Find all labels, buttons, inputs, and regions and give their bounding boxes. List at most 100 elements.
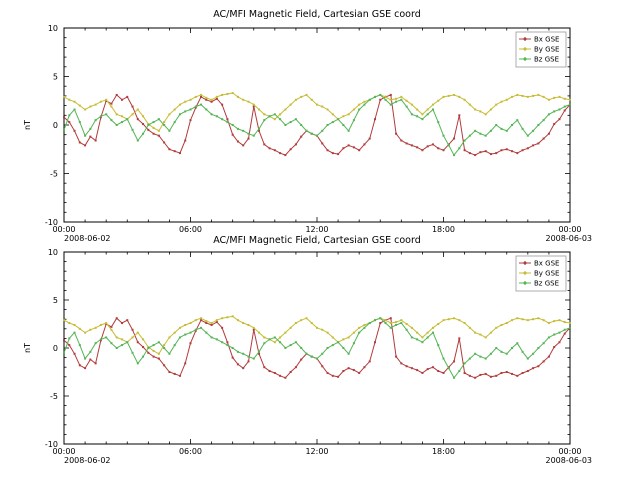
series-marker-by-gse: [189, 98, 192, 101]
series-marker-bx-gse: [337, 153, 340, 156]
series-marker-by-gse: [178, 326, 181, 329]
series-marker-bx-gse: [532, 144, 535, 147]
series-marker-by-gse: [468, 326, 471, 329]
series-marker-bx-gse: [379, 98, 382, 101]
series-marker-bx-gse: [157, 134, 160, 137]
series-marker-bz-gse: [347, 352, 350, 355]
series-marker-bx-gse: [537, 142, 540, 145]
series-marker-by-gse: [115, 336, 118, 339]
series-marker-bx-gse: [279, 152, 282, 155]
series-marker-bx-gse: [205, 98, 208, 101]
legend-swatch-marker: [522, 270, 528, 276]
series-marker-bz-gse: [273, 113, 276, 116]
series-marker-bx-gse: [178, 152, 181, 155]
series-marker-bz-gse: [347, 129, 350, 132]
series-marker-by-gse: [484, 336, 487, 339]
series-marker-bz-gse: [395, 323, 398, 326]
series-marker-bx-gse: [321, 365, 324, 368]
y-axis-label: nT: [23, 343, 32, 353]
series-marker-bx-gse: [163, 364, 166, 367]
series-marker-bx-gse: [263, 143, 266, 146]
series-marker-bx-gse: [78, 364, 81, 367]
series-marker-bz-gse: [68, 337, 71, 340]
series-marker-bz-gse: [305, 129, 308, 132]
series-marker-by-gse: [300, 319, 303, 322]
series-marker-bz-gse: [258, 350, 261, 353]
series-marker-by-gse: [321, 328, 324, 331]
series-marker-by-gse: [105, 98, 108, 101]
series-marker-bx-gse: [516, 374, 519, 377]
series-marker-bz-gse: [526, 357, 529, 360]
series-marker-by-gse: [495, 103, 498, 106]
y-tick-label: 5: [53, 296, 58, 305]
series-marker-by-gse: [310, 98, 313, 101]
series-marker-bx-gse: [268, 370, 271, 373]
series-marker-bz-gse: [252, 134, 255, 137]
series-marker-bx-gse: [342, 370, 345, 373]
series-marker-bx-gse: [363, 366, 366, 369]
series-marker-bx-gse: [400, 362, 403, 365]
x-tick-label: 06:00: [179, 447, 202, 456]
series-marker-bz-gse: [284, 347, 287, 349]
series-marker-by-gse: [63, 319, 65, 322]
series-marker-by-gse: [157, 352, 160, 355]
series-marker-bx-gse: [468, 152, 471, 155]
series-marker-by-gse: [537, 317, 540, 320]
series-marker-by-gse: [553, 320, 556, 323]
series-marker-bz-gse: [178, 113, 181, 116]
series-marker-bz-gse: [316, 134, 318, 137]
series-marker-bx-gse: [421, 371, 424, 374]
series-marker-by-gse: [563, 97, 566, 100]
series-marker-by-gse: [284, 331, 287, 334]
series-marker-bx-gse: [231, 356, 234, 359]
series-marker-by-gse: [395, 321, 398, 324]
series-marker-bz-gse: [337, 341, 340, 344]
series-marker-bz-gse: [178, 336, 181, 339]
series-marker-bx-gse: [331, 374, 334, 377]
series-marker-bz-gse: [442, 357, 445, 360]
series-marker-bx-gse: [210, 100, 213, 103]
series-marker-bx-gse: [500, 371, 503, 374]
series-marker-bz-gse: [268, 338, 271, 341]
series-marker-bx-gse: [226, 118, 229, 121]
series-marker-bz-gse: [189, 331, 192, 334]
series-marker-bx-gse: [563, 109, 566, 112]
series-marker-bz-gse: [242, 352, 245, 355]
series-marker-bx-gse: [542, 360, 545, 363]
series-marker-bx-gse: [242, 144, 245, 147]
series-marker-by-gse: [495, 326, 498, 329]
series-marker-by-gse: [421, 336, 424, 339]
series-marker-bz-gse: [542, 119, 545, 122]
series-marker-bz-gse: [405, 105, 408, 108]
series-marker-bz-gse: [468, 134, 471, 137]
series-marker-by-gse: [363, 100, 366, 103]
series-marker-bx-gse: [505, 371, 508, 373]
series-marker-by-gse: [363, 323, 366, 326]
series-marker-by-gse: [316, 326, 318, 329]
series-marker-bz-gse: [189, 108, 192, 111]
y-axis-label: nT: [23, 120, 32, 130]
series-marker-by-gse: [521, 94, 524, 97]
series-marker-bz-gse: [537, 124, 540, 126]
series-marker-by-gse: [215, 319, 218, 322]
series-marker-bx-gse: [221, 326, 224, 329]
series-marker-bx-gse: [200, 95, 203, 98]
series-marker-bz-gse: [63, 351, 65, 354]
x-axis-date-left: 2008-06-02: [64, 456, 111, 465]
series-marker-bz-gse: [516, 119, 519, 122]
series-marker-by-gse: [163, 344, 166, 347]
series-marker-bz-gse: [558, 108, 561, 111]
series-marker-bz-gse: [310, 132, 313, 135]
series-marker-bz-gse: [115, 124, 118, 126]
series-marker-bx-gse: [405, 142, 408, 145]
series-marker-bz-gse: [84, 134, 87, 137]
series-marker-bx-gse: [326, 371, 329, 374]
series-marker-bz-gse: [563, 105, 566, 108]
series-marker-bx-gse: [426, 145, 429, 148]
series-marker-bz-gse: [210, 113, 213, 116]
series-marker-bx-gse: [68, 344, 71, 347]
series-marker-by-gse: [384, 319, 387, 322]
series-marker-bz-gse: [157, 118, 160, 121]
